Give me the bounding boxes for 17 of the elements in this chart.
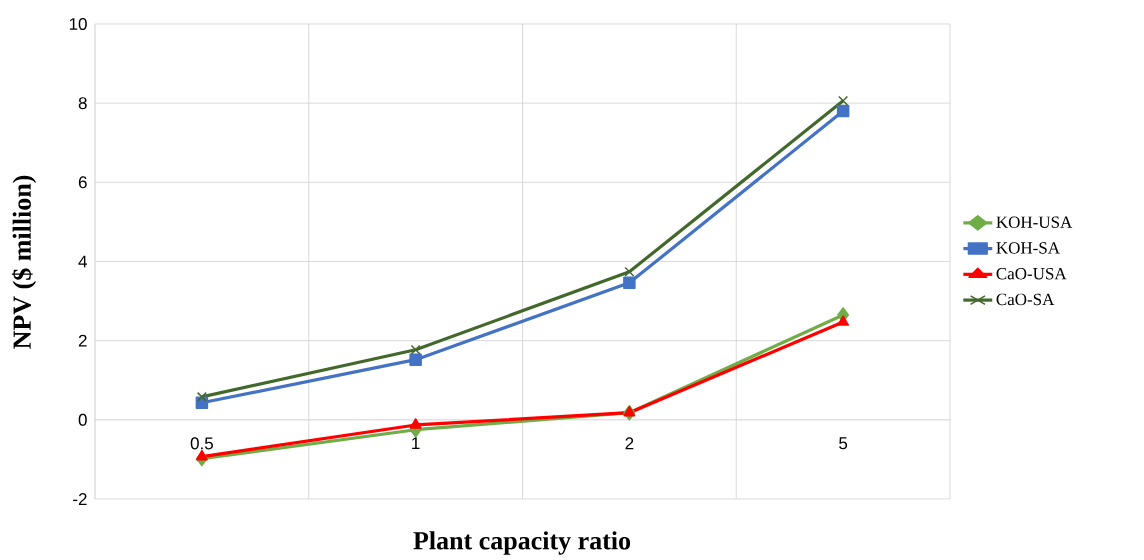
y-tick-label: 4 [78, 255, 87, 268]
y-tick-label: 6 [78, 176, 87, 189]
legend-label: KOH-SA [996, 242, 1060, 254]
x-axis-title: Plant capacity ratio [413, 531, 631, 555]
y-tick-label: 2 [78, 334, 87, 347]
y-tick-label: 10 [69, 17, 87, 31]
x-tick-label: 1 [412, 437, 420, 450]
y-tick-label: 8 [78, 97, 87, 110]
y-tick-label: -2 [73, 493, 87, 505]
y-axis-title: NPV ($ million) [11, 175, 37, 349]
legend-label: CaO-SA [996, 293, 1055, 306]
x-tick-label: 2 [625, 437, 634, 450]
x-tick-label: 0.5 [190, 437, 213, 450]
x-tick-label: 5 [839, 437, 848, 450]
legend-label: CaO-USA [996, 267, 1067, 280]
y-tick-label: 0 [78, 413, 87, 426]
legend-label: KOH-USA [996, 216, 1073, 228]
